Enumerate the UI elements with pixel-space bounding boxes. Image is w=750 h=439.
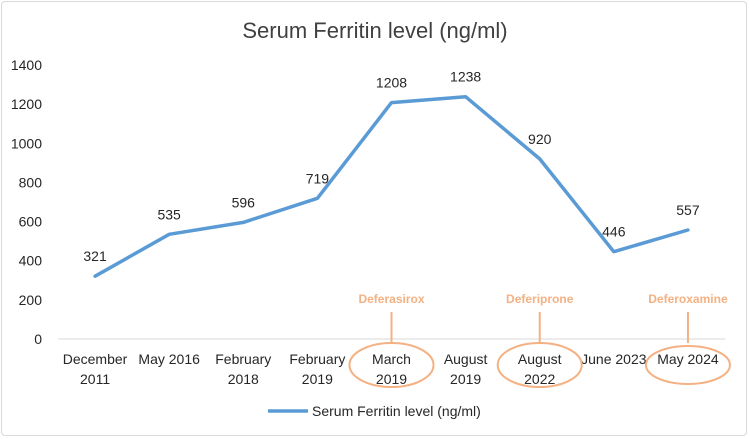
data-labels: 321 535 596 719 1208 1238 920 446 557 [83, 69, 699, 264]
annotation-circle [644, 345, 731, 385]
data-label: 596 [232, 194, 256, 210]
x-category-line: August [444, 351, 488, 367]
treatment-annotations: Deferasirox Deferiprone Deferoxamine [348, 292, 731, 388]
x-category-label: February 2019 [289, 351, 345, 387]
x-category-line: 2019 [450, 371, 481, 387]
chart-title: Serum Ferritin level (ng/ml) [242, 18, 507, 43]
x-category-line: 2019 [376, 371, 407, 387]
y-tick-label: 800 [19, 174, 43, 190]
data-label: 1208 [376, 75, 407, 91]
series-group [93, 94, 690, 278]
x-category-line: June 2023 [581, 351, 647, 367]
x-category-label: February 2018 [215, 351, 271, 387]
y-tick-label: 600 [19, 214, 43, 230]
x-category-line: August [518, 351, 562, 367]
y-tick-label: 1200 [11, 96, 42, 112]
data-label: 446 [602, 224, 626, 240]
data-label: 535 [157, 206, 181, 222]
x-category-label: May 2016 [138, 351, 200, 367]
data-label: 1238 [450, 69, 481, 85]
legend-label: Serum Ferritin level (ng/ml) [312, 403, 481, 419]
x-category-line: December [63, 351, 128, 367]
x-category-line: 2018 [228, 371, 259, 387]
data-label: 557 [676, 202, 700, 218]
annotation-circle [496, 342, 583, 388]
x-category-line: February [215, 351, 271, 367]
x-category-line: May 2024 [657, 351, 719, 367]
data-label: 920 [528, 131, 552, 147]
y-tick-label: 1000 [11, 135, 42, 151]
y-tick-label: 0 [34, 331, 42, 347]
annotation-label: Deferiprone [506, 292, 574, 306]
x-category-label: December 2011 [63, 351, 128, 387]
series-line [93, 94, 690, 278]
x-category-line: 2019 [302, 371, 333, 387]
x-category-label: August 2019 [444, 351, 488, 387]
data-label: 321 [83, 248, 107, 264]
x-category-label: March 2019 [372, 351, 411, 387]
y-tick-label: 200 [19, 292, 43, 308]
annotation-label: Deferoxamine [648, 292, 728, 306]
x-category-line: March [372, 351, 411, 367]
x-category-line: May 2016 [138, 351, 200, 367]
x-category-line: February [289, 351, 345, 367]
x-category-line: 2022 [524, 371, 555, 387]
x-category-label: June 2023 [581, 351, 647, 367]
x-category-line: 2011 [80, 371, 110, 387]
data-label: 719 [306, 170, 330, 186]
y-axis-ticks: 0 200 400 600 800 1000 1200 1400 [11, 57, 42, 347]
annotation-circle [348, 342, 435, 388]
annotation-label: Deferasirox [358, 292, 424, 306]
y-tick-label: 1400 [11, 57, 42, 73]
x-category-label: May 2024 [657, 351, 719, 367]
y-tick-label: 400 [19, 253, 43, 269]
x-category-label: August 2022 [518, 351, 562, 387]
legend: Serum Ferritin level (ng/ml) [268, 403, 481, 419]
